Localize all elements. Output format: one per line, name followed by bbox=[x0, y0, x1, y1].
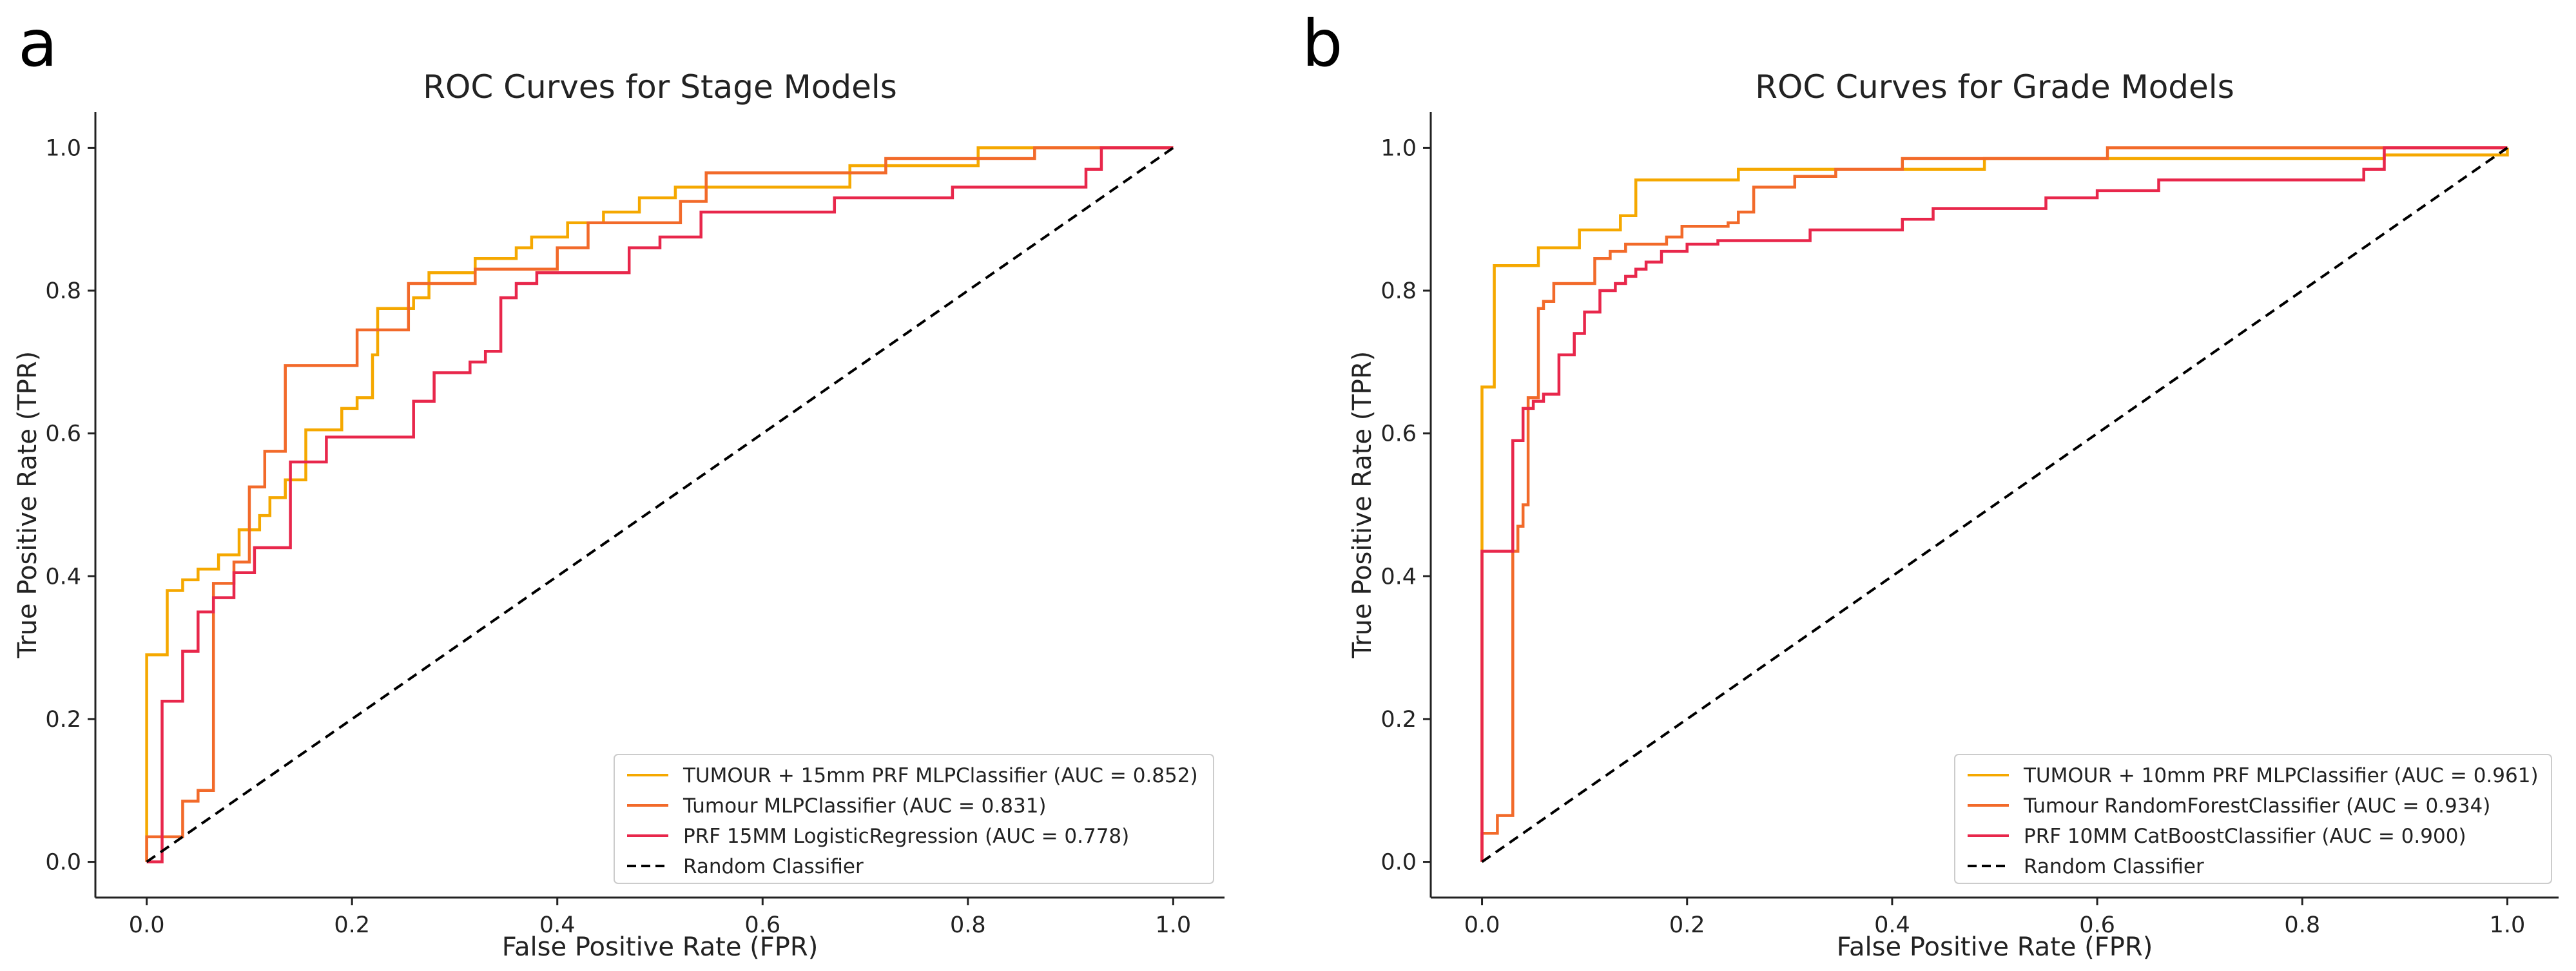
panel-a: a ROC Curves for Stage Models 0.0 0.2 0.4 0… bbox=[13, 6, 1225, 962]
y-tick-label-b-0: 0.0 bbox=[1380, 850, 1417, 876]
y-axis-label-a: True Positive Rate (TPR) bbox=[13, 351, 43, 659]
panel-letter-b: b bbox=[1302, 6, 1342, 81]
x-tick-label-b-3: 0.6 bbox=[2079, 912, 2115, 938]
y-axis-label-b: True Positive Rate (TPR) bbox=[1348, 351, 1377, 659]
panel-b: b ROC Curves for Grade Models 0.0 0.2 0.4 0… bbox=[1302, 6, 2559, 962]
x-tick-label-b-0: 0.0 bbox=[1464, 912, 1500, 938]
roc-curve-a-3 bbox=[146, 146, 1174, 863]
curves-a bbox=[145, 146, 1174, 863]
x-tick-label-a-2: 0.4 bbox=[539, 912, 576, 938]
y-tick-label-b-4: 0.8 bbox=[1380, 278, 1417, 304]
x-tick-label-b-1: 0.2 bbox=[1669, 912, 1705, 938]
legend-entry-b-0: TUMOUR + 10mm PRF MLPClassifier (AUC = 0… bbox=[2023, 764, 2539, 787]
roc-curve-a-2 bbox=[146, 146, 1174, 863]
y-tick-label-a-0: 0.0 bbox=[45, 850, 81, 876]
x-tick-label-a-3: 0.6 bbox=[744, 912, 780, 938]
panel-letter-a: a bbox=[18, 6, 57, 81]
legend-entry-b-3: Random Classifier bbox=[2024, 855, 2204, 878]
x-tick-label-b-5: 1.0 bbox=[2490, 912, 2526, 938]
roc-curve-b-0 bbox=[1480, 148, 2509, 862]
x-tick-label-a-4: 0.8 bbox=[950, 912, 986, 938]
y-tick-label-b-1: 0.2 bbox=[1380, 707, 1417, 733]
legend-entry-b-2: PRF 10MM CatBoostClassifier (AUC = 0.900… bbox=[2024, 825, 2466, 848]
y-tick-label-b-3: 0.6 bbox=[1380, 421, 1417, 447]
x-tick-label-b-2: 0.4 bbox=[1874, 912, 1910, 938]
y-tick-label-a-2: 0.4 bbox=[45, 564, 81, 590]
legend-entry-b-1: Tumour RandomForestClassifier (AUC = 0.9… bbox=[2023, 794, 2490, 818]
y-tick-label-b-5: 1.0 bbox=[1380, 135, 1417, 161]
x-tick-label-b-4: 0.8 bbox=[2284, 912, 2320, 938]
chart-title-b: ROC Curves for Grade Models bbox=[1755, 68, 2234, 106]
x-tick-label-a-1: 0.2 bbox=[334, 912, 370, 938]
chart-title-a: ROC Curves for Stage Models bbox=[423, 68, 897, 106]
y-tick-label-a-5: 1.0 bbox=[45, 135, 81, 161]
y-tick-label-a-4: 0.8 bbox=[45, 278, 81, 304]
y-tick-label-b-2: 0.4 bbox=[1380, 564, 1417, 590]
legend-entry-a-0: TUMOUR + 15mm PRF MLPClassifier (AUC = 0… bbox=[683, 764, 1198, 787]
x-axis-label-a: False Positive Rate (FPR) bbox=[502, 932, 818, 962]
ticks-a: 0.0 0.2 0.4 0.6 0.8 1.0 0.0 0.2 0.4 0.6 0.8 1.0 bbox=[45, 135, 1191, 938]
legend-entry-a-2: PRF 15MM LogisticRegression (AUC = 0.778… bbox=[683, 825, 1129, 848]
y-tick-label-a-1: 0.2 bbox=[45, 707, 81, 733]
ticks-b: 0.0 0.2 0.4 0.6 0.8 1.0 0.0 0.2 0.4 0.6 0.8 1.0 bbox=[1380, 135, 2525, 938]
legend-b: TUMOUR + 10mm PRF MLPClassifier (AUC = 0… bbox=[1954, 754, 2552, 884]
roc-curve-a-0 bbox=[145, 146, 1174, 862]
x-tick-label-a-0: 0.0 bbox=[129, 912, 165, 938]
legend-frame-a bbox=[614, 754, 1214, 884]
x-axis-label-b: False Positive Rate (FPR) bbox=[1837, 932, 2153, 962]
roc-curve-b-2 bbox=[1480, 146, 2508, 862]
roc-curve-b-1 bbox=[1480, 146, 2508, 862]
legend-entry-a-1: Tumour MLPClassifier (AUC = 0.831) bbox=[683, 794, 1047, 818]
roc-curve-a-1 bbox=[145, 146, 1174, 862]
legend-frame-b bbox=[1954, 754, 2552, 884]
legend-entry-a-3: Random Classifier bbox=[683, 855, 864, 878]
x-tick-label-a-5: 1.0 bbox=[1156, 912, 1192, 938]
legend-a: TUMOUR + 15mm PRF MLPClassifier (AUC = 0… bbox=[614, 754, 1214, 884]
roc-curve-b-3 bbox=[1481, 146, 2508, 863]
y-tick-label-a-3: 0.6 bbox=[45, 421, 81, 447]
curves-b bbox=[1480, 146, 2509, 863]
